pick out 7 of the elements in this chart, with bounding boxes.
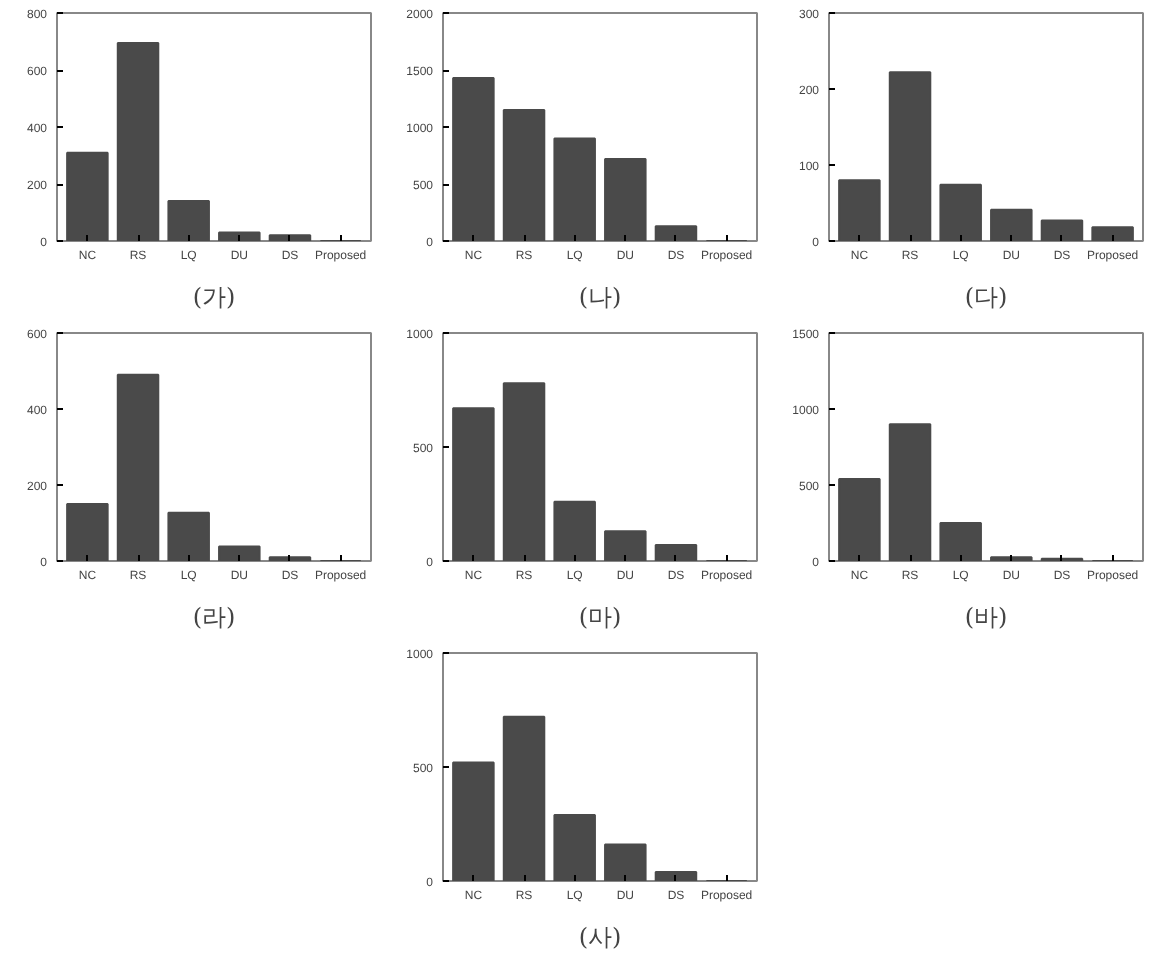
text: (사) bbox=[578, 923, 622, 951]
text: (다) bbox=[964, 283, 1008, 311]
text: (라) bbox=[192, 603, 236, 631]
text: (마) bbox=[578, 603, 622, 631]
text: (나) bbox=[578, 283, 622, 311]
text: (가) bbox=[192, 283, 236, 311]
text: (바) bbox=[964, 603, 1008, 631]
